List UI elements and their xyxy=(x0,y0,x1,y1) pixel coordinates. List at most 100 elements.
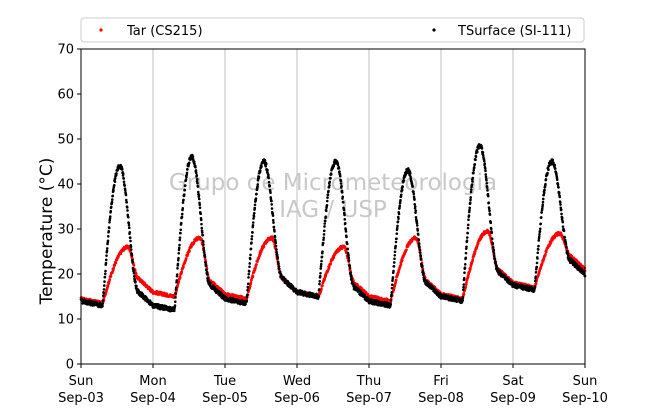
data-point xyxy=(542,257,546,261)
data-point xyxy=(199,212,203,216)
data-point xyxy=(105,247,109,250)
data-point xyxy=(135,284,138,288)
data-point xyxy=(396,220,400,223)
data-point xyxy=(475,150,479,154)
data-point xyxy=(418,251,422,254)
data-point xyxy=(149,287,152,290)
data-point xyxy=(400,188,404,192)
data-point xyxy=(534,271,538,274)
y-tick-label: 20 xyxy=(57,268,74,283)
data-point xyxy=(487,207,491,211)
data-point xyxy=(468,201,472,204)
data-point xyxy=(205,268,208,272)
data-point xyxy=(327,265,331,269)
data-point xyxy=(269,191,272,195)
watermark-line-2: IAG / USP xyxy=(279,197,387,223)
data-point xyxy=(490,231,494,235)
data-point xyxy=(394,244,398,248)
data-point xyxy=(177,251,181,255)
data-point xyxy=(247,276,250,279)
data-point xyxy=(472,165,476,169)
data-point xyxy=(469,188,473,191)
data-point xyxy=(113,180,117,183)
data-point xyxy=(486,194,490,198)
data-point xyxy=(247,272,251,276)
data-point xyxy=(468,208,471,212)
data-point xyxy=(401,185,405,189)
data-point xyxy=(399,198,402,202)
data-point xyxy=(122,177,126,180)
data-point xyxy=(251,275,255,278)
data-point xyxy=(251,221,255,224)
data-point xyxy=(566,254,570,257)
data-point xyxy=(251,231,254,234)
data-point xyxy=(199,218,203,222)
data-point xyxy=(462,292,466,296)
data-point xyxy=(278,270,282,274)
data-point xyxy=(393,257,396,261)
data-point xyxy=(322,238,325,242)
data-series xyxy=(79,143,587,313)
data-point xyxy=(485,186,489,189)
data-point xyxy=(178,238,182,242)
x-tick-label-date: Sep-08 xyxy=(418,391,464,406)
data-point xyxy=(185,175,188,179)
data-point xyxy=(194,171,198,175)
data-point xyxy=(275,250,279,254)
data-point xyxy=(557,191,561,194)
data-point xyxy=(559,208,563,211)
data-point xyxy=(317,288,321,291)
data-point xyxy=(134,280,137,284)
data-point xyxy=(180,270,184,274)
data-point xyxy=(105,254,108,257)
data-point xyxy=(246,282,250,286)
data-point xyxy=(200,226,204,230)
data-point xyxy=(197,197,201,201)
data-point xyxy=(254,199,258,202)
data-point xyxy=(112,183,116,187)
data-point xyxy=(536,248,540,251)
data-point xyxy=(562,229,566,233)
data-point xyxy=(192,160,196,164)
data-point xyxy=(201,233,205,237)
data-point xyxy=(492,254,496,258)
data-point xyxy=(250,235,254,238)
data-point xyxy=(248,284,252,288)
data-point xyxy=(137,289,141,293)
data-point xyxy=(263,159,267,162)
data-point xyxy=(277,262,280,266)
x-tick-label-date: Sep-04 xyxy=(130,391,176,406)
data-point xyxy=(245,299,249,303)
data-point xyxy=(174,296,177,299)
data-point xyxy=(182,198,185,202)
x-tick-label-day: Mon xyxy=(139,374,166,389)
data-point xyxy=(413,198,416,201)
data-point xyxy=(336,163,340,167)
data-point xyxy=(397,217,400,220)
data-point xyxy=(130,254,134,257)
data-point xyxy=(557,186,560,189)
data-point xyxy=(107,229,111,233)
data-point xyxy=(481,154,485,157)
data-point xyxy=(463,271,466,275)
data-point xyxy=(202,251,206,254)
data-point xyxy=(179,228,183,232)
data-point xyxy=(198,203,202,206)
data-point xyxy=(178,276,182,280)
data-point xyxy=(480,147,484,150)
data-point xyxy=(415,219,419,223)
data-point xyxy=(462,283,466,286)
data-point xyxy=(268,184,272,188)
y-axis-label: Temperature (°C) xyxy=(37,158,57,306)
x-tick-label-day: Sat xyxy=(502,374,523,389)
data-point xyxy=(257,175,261,179)
data-point xyxy=(485,179,488,182)
data-point xyxy=(106,239,110,243)
data-point xyxy=(398,206,401,210)
data-point xyxy=(558,195,562,199)
data-point xyxy=(393,250,397,254)
data-point xyxy=(403,252,407,256)
data-point xyxy=(124,193,128,197)
data-point xyxy=(113,177,117,180)
data-point xyxy=(321,250,324,253)
